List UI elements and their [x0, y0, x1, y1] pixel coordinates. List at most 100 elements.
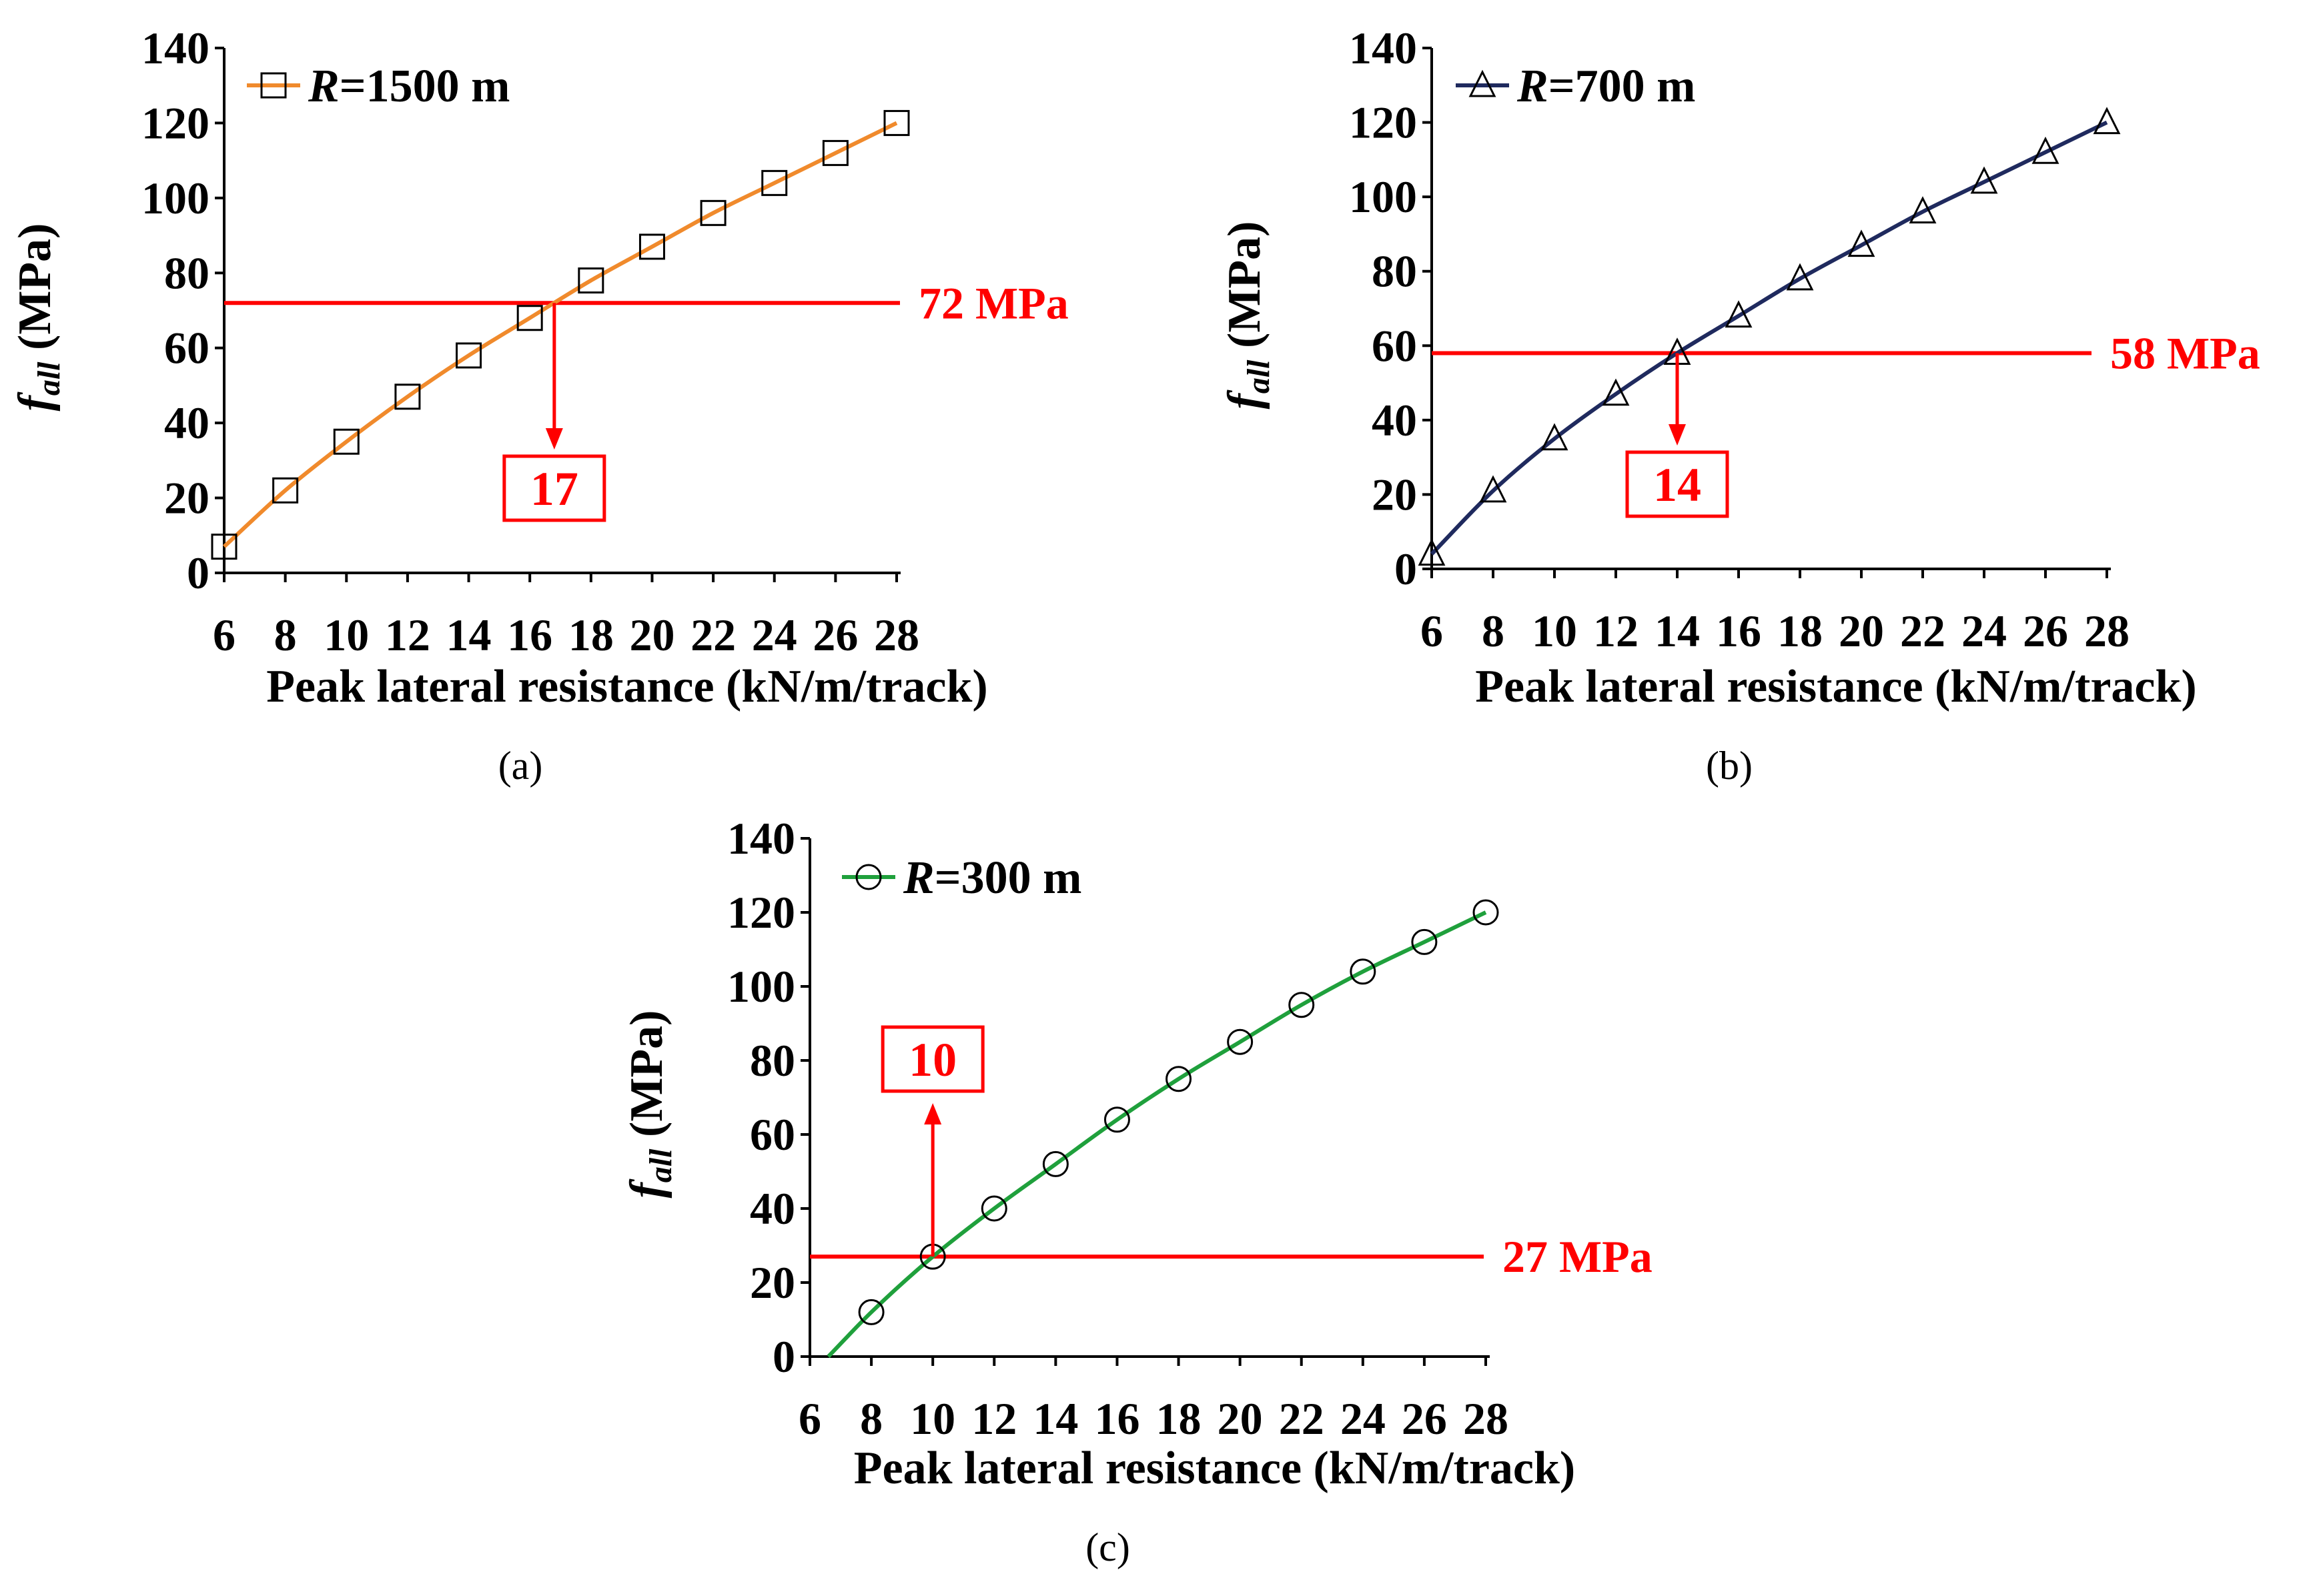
data-point [272, 477, 299, 504]
y-tick-label: 140 [141, 23, 209, 73]
callout-label: 10 [909, 1033, 957, 1086]
data-point [822, 139, 849, 166]
x-tick-label: 6 [213, 610, 236, 660]
panel-label: (b) [1706, 744, 1753, 788]
callout-label: 14 [1653, 458, 1701, 512]
reference-label: 58 MPa [2110, 327, 2260, 378]
y-tick-label: 100 [141, 173, 209, 223]
data-point [1479, 475, 1507, 503]
x-tick-label: 24 [1961, 606, 2007, 656]
x-tick-label: 28 [874, 610, 919, 660]
x-tick-label: 26 [813, 610, 858, 660]
x-tick-label: 14 [1033, 1393, 1078, 1444]
x-tick-label: 18 [1777, 606, 1823, 656]
data-point [883, 109, 910, 136]
y-tick-label: 80 [750, 1035, 795, 1086]
y-tick-label: 0 [773, 1331, 795, 1382]
x-axis-title: Peak lateral resistance (kN/m/track) [854, 1443, 1575, 1494]
y-tick-label: 120 [727, 887, 795, 938]
y-tick-label: 140 [1349, 23, 1417, 73]
y-tick-label: 40 [750, 1183, 795, 1234]
x-tick-label: 20 [1839, 606, 1884, 656]
data-point [1227, 1028, 1254, 1055]
x-tick-label: 26 [2023, 606, 2068, 656]
y-tick-label: 20 [164, 473, 209, 524]
y-tick-label: 20 [750, 1257, 795, 1308]
y-tick-label: 60 [750, 1109, 795, 1160]
y-tick-label: 120 [141, 97, 209, 148]
chart-panel-c: 0 20 40 60 80 100 120 140 6 8 10 12 14 16 18 20 22 24 26 28… [621, 813, 1653, 1569]
y-tick-label: 40 [1372, 395, 1417, 446]
x-tick-label: 12 [1593, 606, 1639, 656]
data-point [1602, 378, 1630, 406]
data-point [1288, 992, 1315, 1018]
data-point [1418, 538, 1446, 566]
x-tick-label: 20 [629, 610, 674, 660]
data-point [1042, 1150, 1069, 1177]
y-axis-title: fall (MPa) [621, 1010, 678, 1199]
legend-marker [855, 864, 882, 890]
reference-label: 27 MPa [1502, 1231, 1653, 1282]
chart-panel-a: 0 20 40 60 80 100 120 140 6 8 10 12 14 16 18 20 22 24 26 28… [9, 23, 1069, 788]
x-tick-label: 6 [799, 1393, 821, 1444]
data-point [761, 169, 788, 196]
data-point [1847, 229, 1875, 257]
callout-arrow-head [924, 1103, 942, 1124]
data-point [638, 233, 665, 260]
data-point [456, 342, 482, 369]
data-point [211, 534, 238, 560]
chart-panel-b: 0 20 40 60 80 100 120 140 6 8 10 12 14 16 18 20 22 24 26 28… [1219, 23, 2260, 788]
data-point [1350, 958, 1376, 985]
data-point [1725, 300, 1753, 328]
callout-box [502, 454, 606, 522]
legend-marker [1468, 69, 1496, 97]
x-tick-label: 10 [1532, 606, 1577, 656]
y-tick-label: 20 [1372, 469, 1417, 520]
data-point [1472, 899, 1499, 926]
legend-label: R=300 m [903, 852, 1081, 904]
y-tick-label: 80 [164, 247, 209, 298]
y-tick-label: 80 [1372, 246, 1417, 297]
x-tick-label: 24 [1340, 1393, 1386, 1444]
x-tick-label: 10 [910, 1393, 955, 1444]
y-tick-label: 0 [1394, 544, 1417, 594]
x-tick-label: 28 [1463, 1393, 1508, 1444]
y-tick-label: 100 [727, 961, 795, 1012]
x-tick-label: 14 [446, 610, 492, 660]
data-point [578, 267, 604, 294]
data-point [516, 305, 543, 331]
x-tick-label: 20 [1218, 1393, 1263, 1444]
x-tick-label: 18 [1156, 1393, 1202, 1444]
data-point [981, 1195, 1007, 1222]
x-tick-label: 10 [324, 610, 369, 660]
data-point [2031, 136, 2059, 164]
x-tick-label: 8 [1482, 606, 1504, 656]
data-point [1970, 166, 1998, 194]
data-point [333, 428, 360, 455]
panel-label: (c) [1085, 1525, 1130, 1569]
x-tick-label: 18 [568, 610, 614, 660]
series-line [827, 910, 1487, 1359]
callout-arrow-head [1669, 424, 1686, 446]
y-tick-label: 140 [727, 813, 795, 864]
x-tick-label: 28 [2084, 606, 2130, 656]
y-tick-label: 120 [1349, 97, 1417, 148]
callout-box [881, 1025, 985, 1093]
data-point [1786, 263, 1814, 291]
data-point [2093, 107, 2121, 135]
y-tick-label: 100 [1349, 171, 1417, 222]
data-point [1103, 1106, 1130, 1133]
callout-label: 17 [530, 462, 578, 516]
x-tick-label: 22 [690, 610, 736, 660]
data-point [700, 199, 727, 226]
y-tick-label: 0 [187, 548, 209, 598]
data-point [394, 383, 421, 410]
y-axis-title: fall (MPa) [9, 223, 67, 412]
data-point [858, 1299, 885, 1325]
x-tick-label: 22 [1279, 1393, 1324, 1444]
legend-label: R=700 m [1516, 61, 1695, 112]
x-tick-label: 8 [274, 610, 297, 660]
legend-label: R=1500 m [308, 61, 510, 112]
x-tick-label: 8 [860, 1393, 883, 1444]
x-axis-title: Peak lateral resistance (kN/m/track) [266, 661, 987, 712]
